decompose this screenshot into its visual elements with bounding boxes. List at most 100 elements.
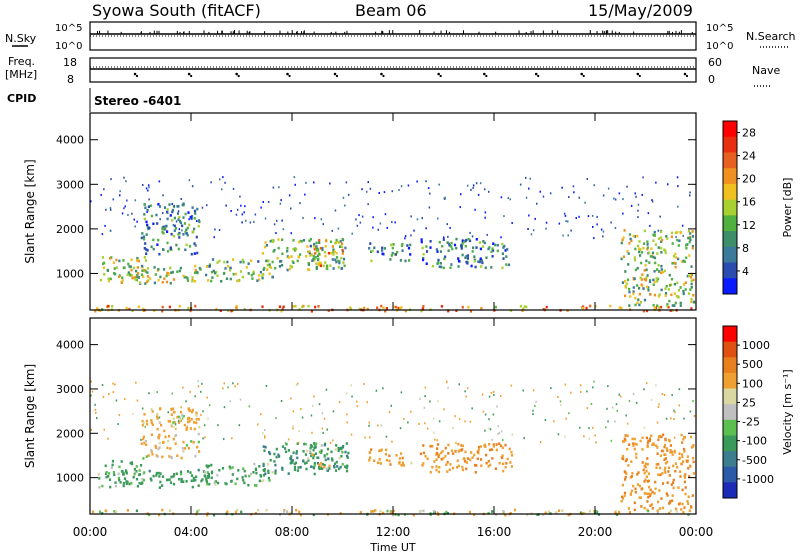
echo-cell [623,494,626,498]
echo-cell [656,452,659,456]
echo-cell [656,511,659,515]
echo-cell [162,231,165,235]
echo-cell [319,264,323,268]
echo-cell [225,204,227,207]
echo-cell [103,428,105,431]
echo-cell [136,275,139,279]
echo-cell [118,413,121,416]
echo-cell [312,454,316,457]
echo-cell [497,433,499,435]
echo-cell [690,435,693,439]
echo-cell [596,215,598,218]
echo-cell [259,270,262,274]
echo-cell [399,452,403,455]
echo-cell [119,194,121,197]
echo-cell [621,454,625,458]
echo-cell [147,454,150,457]
echo-cell [123,207,125,210]
echo-cell [671,304,674,307]
echo-cell [113,272,116,275]
echo-cell [442,457,445,460]
echo-cell [476,457,479,461]
echo-cell [138,281,142,284]
echo-cell [373,459,376,462]
echo-cell [662,433,665,437]
echo-cell [367,203,369,206]
echo-cell [623,229,626,232]
echo-cell [642,246,645,250]
echo-cell [361,188,363,191]
echo-cell [157,436,160,440]
echo-cell [143,441,146,445]
echo-cell [171,210,174,214]
echo-cell [455,246,458,250]
echo-cell [507,263,511,267]
echo-cell [275,455,278,459]
echo-cell [643,277,646,281]
echo-cell [657,277,660,281]
echo-cell [562,234,564,237]
echo-cell [260,479,263,483]
echo-cell [264,217,267,220]
echo-cell [496,405,498,408]
echo-cell [525,305,528,309]
echo-cell [673,282,676,286]
echo-cell [274,469,277,473]
echo-cell [178,304,181,308]
echo-cell [378,458,381,461]
echo-cell [622,236,625,239]
echo-cell [431,264,434,268]
echo-cell [156,412,159,416]
echo-cell [243,481,246,485]
echo-cell [689,288,692,291]
echo-cell [670,293,673,297]
echo-cell [157,278,160,282]
echo-cell [140,482,143,486]
echo-cell [581,512,584,515]
echo-cell [197,432,200,436]
echo-cell [145,233,148,236]
echo-cell [142,421,145,425]
colorbar-tick-label: 500 [742,358,763,371]
echo-cell [627,263,630,266]
echo-cell [432,512,435,515]
echo-cell [185,275,188,279]
echo-cell [557,396,559,398]
echo-cell [261,305,264,308]
echo-cell [156,391,158,394]
echo-cell [332,267,335,270]
echo-cell [181,229,183,232]
echo-cell [658,293,661,296]
echo-cell [667,470,670,473]
echo-cell [90,200,92,203]
echo-cell [683,506,686,509]
echo-cell [626,434,629,438]
echo-cell [649,279,652,282]
echo-cell [678,502,681,506]
echo-cell [205,480,209,483]
echo-cell [153,281,156,285]
echo-cell [510,454,514,457]
echo-cell [644,462,647,465]
echo-cell [190,217,193,220]
echo-cell [263,245,267,249]
echo-cell [443,408,445,411]
echo-cell [632,484,635,488]
echo-cell [652,443,655,446]
echo-cell [690,265,693,268]
echo-cell [490,392,493,394]
echo-cell [377,424,379,427]
echo-cell [653,492,656,495]
echo-cell [161,508,164,512]
echo-cell [290,232,292,235]
echo-cell [308,239,311,243]
echo-cell [625,414,627,417]
echo-cell [329,182,331,185]
echo-cell [659,473,662,477]
echo-cell [166,446,169,450]
echo-cell [162,194,164,197]
echo-cell [429,400,431,403]
echo-cell [435,468,438,472]
echo-cell [312,404,314,407]
echo-cell [664,437,667,441]
